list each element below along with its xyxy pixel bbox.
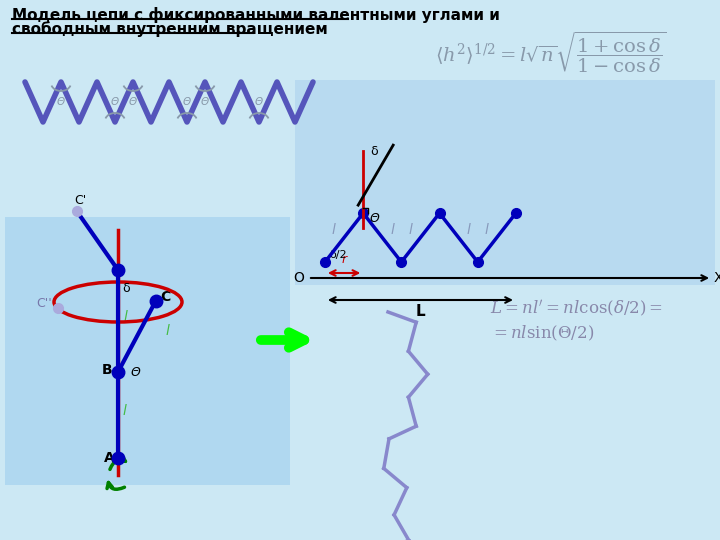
Text: Θ: Θ [370, 212, 380, 225]
Text: Θ: Θ [111, 97, 119, 107]
Text: B: B [102, 363, 112, 377]
Text: l: l [166, 323, 169, 338]
Text: C': C' [75, 194, 87, 207]
Text: $\langle h^2 \rangle^{1/2} = l\sqrt{n}\sqrt{\dfrac{1+\cos\delta}{1-\cos\delta}}$: $\langle h^2 \rangle^{1/2} = l\sqrt{n}\s… [435, 30, 667, 76]
Text: Θ: Θ [201, 97, 209, 107]
Bar [5, 217, 290, 485]
Text: Θ: Θ [57, 97, 65, 107]
Text: Θ: Θ [131, 366, 141, 379]
Text: l: l [390, 222, 395, 237]
Text: r: r [341, 253, 346, 266]
Text: l: l [124, 310, 128, 324]
Text: C'': C'' [36, 297, 52, 310]
Text: Θ: Θ [183, 97, 191, 107]
Text: l: l [332, 222, 336, 237]
Text: δ: δ [122, 282, 130, 295]
Text: Модель цепи с фиксированными валентными углами и: Модель цепи с фиксированными валентными … [12, 7, 500, 23]
Text: O: O [293, 271, 304, 285]
Text: Θ: Θ [129, 97, 137, 107]
Text: l: l [408, 222, 412, 237]
Text: свободным внутренним вращением: свободным внутренним вращением [12, 21, 328, 37]
Text: $= nl\sin(\Theta / 2)$: $= nl\sin(\Theta / 2)$ [490, 324, 594, 343]
Text: l: l [467, 222, 471, 237]
Text: L: L [415, 304, 426, 319]
Text: l: l [123, 404, 127, 418]
Bar [295, 80, 715, 285]
Text: C: C [161, 291, 171, 305]
Text: δ/2: δ/2 [329, 250, 346, 260]
Text: X: X [714, 271, 720, 285]
Text: A: A [104, 451, 114, 465]
Text: $L = nl' = nl\cos(\delta / 2) =$: $L = nl' = nl\cos(\delta / 2) =$ [490, 298, 663, 319]
Text: l: l [485, 222, 488, 237]
Text: Θ: Θ [255, 97, 263, 107]
Text: δ: δ [370, 145, 378, 158]
